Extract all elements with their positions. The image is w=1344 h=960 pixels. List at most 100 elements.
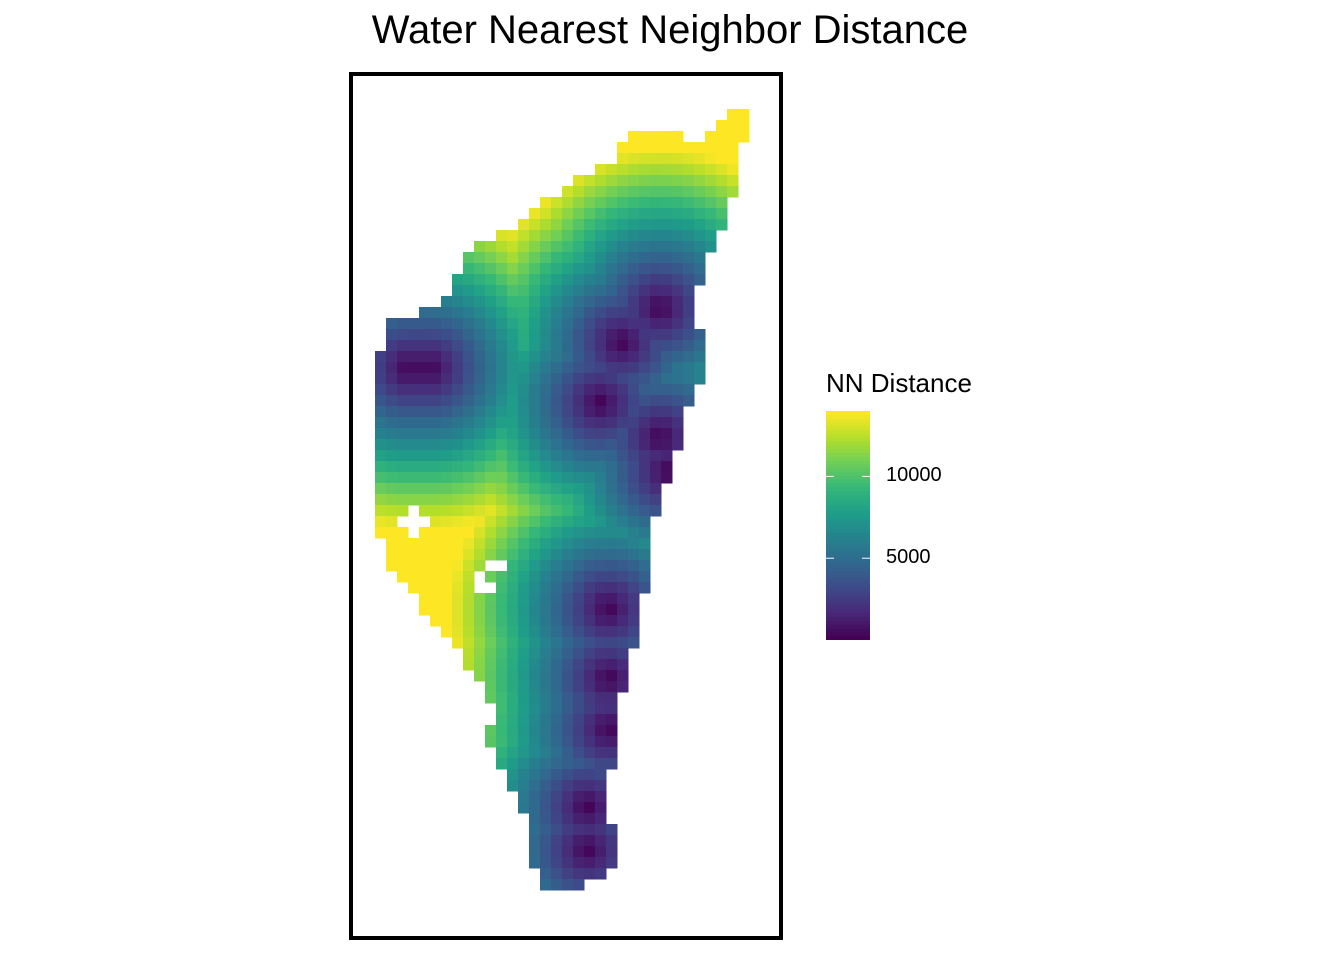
raster-cell xyxy=(430,527,442,539)
raster-cell xyxy=(683,274,695,286)
raster-cell xyxy=(474,516,486,528)
raster-cell xyxy=(683,285,695,297)
raster-cell xyxy=(375,450,387,462)
raster-cell xyxy=(386,362,398,374)
raster-cell xyxy=(672,428,684,440)
raster-cell xyxy=(573,439,585,451)
raster-cell xyxy=(584,329,596,341)
raster-cell xyxy=(683,307,695,319)
raster-cell xyxy=(683,362,695,374)
raster-cell xyxy=(441,505,453,517)
raster-cell xyxy=(661,252,673,264)
raster-cell xyxy=(529,549,541,561)
raster-cell xyxy=(573,373,585,385)
raster-cell xyxy=(584,406,596,418)
raster-cell xyxy=(628,450,640,462)
raster-cell xyxy=(562,681,574,693)
raster-cell xyxy=(573,362,585,374)
raster-cell xyxy=(529,285,541,297)
raster-cell xyxy=(606,604,618,616)
raster-cell xyxy=(606,846,618,858)
raster-cell xyxy=(606,725,618,737)
raster-cell xyxy=(518,538,530,550)
raster-cell xyxy=(518,252,530,264)
raster-cell xyxy=(551,494,563,506)
raster-cell xyxy=(518,450,530,462)
raster-cell xyxy=(485,362,497,374)
raster-cell xyxy=(496,604,508,616)
raster-cell xyxy=(562,813,574,825)
raster-cell xyxy=(474,340,486,352)
raster-cell xyxy=(606,637,618,649)
raster-cell xyxy=(617,681,629,693)
raster-cell xyxy=(584,285,596,297)
raster-cell xyxy=(529,483,541,495)
raster-cell xyxy=(430,307,442,319)
raster-cell xyxy=(727,164,739,176)
raster-cell xyxy=(639,164,651,176)
raster-cell xyxy=(683,351,695,363)
raster-cell xyxy=(386,527,398,539)
raster-cell xyxy=(430,483,442,495)
raster-cell xyxy=(606,307,618,319)
raster-cell xyxy=(573,483,585,495)
raster-cell xyxy=(518,516,530,528)
raster-cell xyxy=(650,406,662,418)
raster-cell xyxy=(496,516,508,528)
raster-cell xyxy=(419,527,431,539)
raster-cell xyxy=(518,263,530,275)
raster-cell xyxy=(584,857,596,869)
raster-cell xyxy=(639,340,651,352)
raster-cell xyxy=(518,318,530,330)
legend-gradient-step xyxy=(826,559,870,565)
raster-cell xyxy=(661,351,673,363)
raster-cell xyxy=(650,274,662,286)
raster-cell xyxy=(606,340,618,352)
raster-cell xyxy=(551,296,563,308)
raster-cell xyxy=(529,406,541,418)
raster-cell xyxy=(606,296,618,308)
raster-cell xyxy=(507,670,519,682)
raster-cell xyxy=(584,582,596,594)
raster-cell xyxy=(573,747,585,759)
raster-cell xyxy=(584,824,596,836)
raster-cell xyxy=(617,538,629,550)
raster-cell xyxy=(694,373,706,385)
raster-cell xyxy=(584,747,596,759)
raster-cell xyxy=(441,428,453,440)
raster-cell xyxy=(639,461,651,473)
raster-cell xyxy=(617,527,629,539)
raster-cell xyxy=(518,527,530,539)
raster-cell xyxy=(408,373,420,385)
raster-cell xyxy=(540,868,552,880)
raster-cell xyxy=(540,571,552,583)
raster-cell xyxy=(430,571,442,583)
raster-cell xyxy=(562,351,574,363)
raster-cell xyxy=(430,373,442,385)
raster-cell xyxy=(485,725,497,737)
raster-cell xyxy=(562,802,574,814)
raster-cell xyxy=(507,615,519,627)
raster-cell xyxy=(628,538,640,550)
raster-cell xyxy=(474,417,486,429)
legend-gradient-step xyxy=(826,617,870,622)
raster-cell xyxy=(441,516,453,528)
raster-cell xyxy=(474,428,486,440)
raster-cell xyxy=(584,791,596,803)
legend-gradient-step xyxy=(826,418,870,424)
raster-cell xyxy=(485,461,497,473)
raster-cell xyxy=(386,395,398,407)
raster-cell xyxy=(386,516,398,528)
raster-cell xyxy=(584,802,596,814)
raster-cell xyxy=(562,879,574,891)
raster-cell xyxy=(606,692,618,704)
raster-cell xyxy=(584,505,596,517)
raster-cell xyxy=(694,153,706,165)
raster-cell xyxy=(551,538,563,550)
raster-cell xyxy=(694,329,706,341)
raster-cell xyxy=(485,395,497,407)
raster-cell xyxy=(639,142,651,154)
raster-cell xyxy=(474,604,486,616)
raster-cell xyxy=(573,472,585,484)
raster-cell xyxy=(606,483,618,495)
